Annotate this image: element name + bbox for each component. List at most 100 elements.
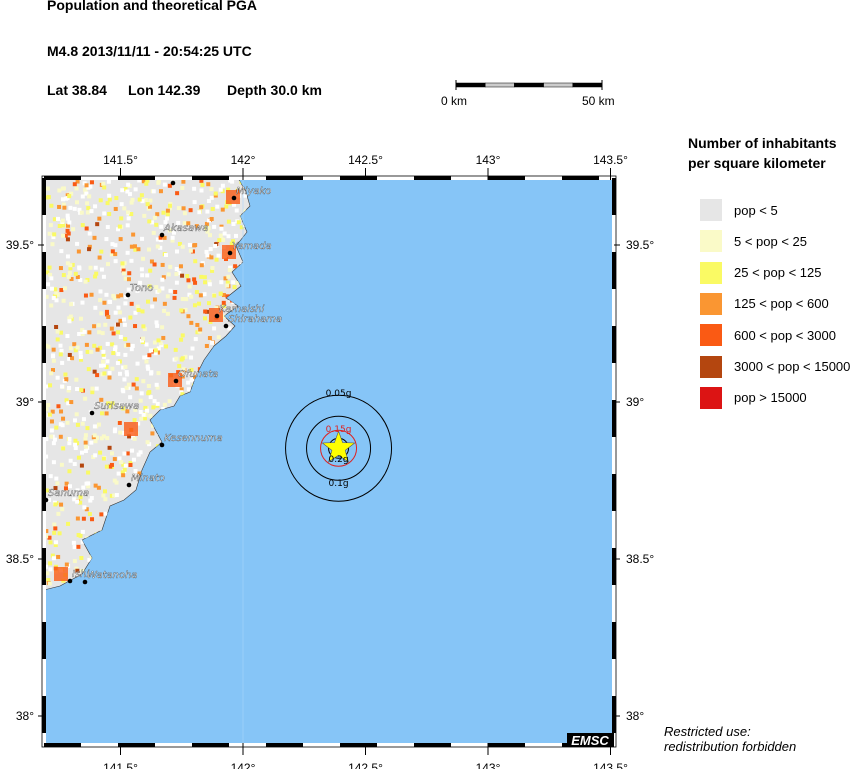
pga-contour — [320, 429, 358, 467]
population-cell — [48, 383, 53, 388]
population-cell — [168, 264, 173, 269]
population-cell — [99, 249, 104, 254]
population-cell — [80, 331, 85, 336]
population-cell — [102, 300, 107, 305]
population-cell — [68, 266, 73, 271]
population-cell — [185, 274, 190, 279]
event-lon: Lon 142.39 — [128, 82, 201, 98]
population-cell — [181, 179, 186, 184]
population-cell — [80, 568, 85, 573]
population-cell — [75, 516, 80, 521]
population-cell — [50, 409, 55, 414]
population-cell — [151, 405, 156, 410]
population-cell — [65, 213, 70, 218]
population-cell — [102, 354, 107, 359]
population-cell — [44, 488, 49, 493]
population-cell — [134, 386, 139, 391]
population-cell — [49, 371, 54, 376]
population-cell — [98, 345, 103, 350]
population-cell — [78, 354, 83, 359]
population-cell — [130, 343, 135, 348]
population-cell — [72, 342, 77, 347]
population-cell — [107, 445, 112, 450]
population-cell — [126, 342, 131, 347]
population-cell — [153, 348, 158, 353]
population-cell — [78, 278, 83, 283]
population-cell — [44, 534, 49, 539]
population-cell — [180, 333, 185, 338]
population-cell — [44, 294, 49, 299]
population-cell — [79, 556, 84, 561]
population-cell — [101, 274, 106, 279]
population-cell — [101, 349, 106, 354]
population-cell — [102, 489, 107, 494]
population-cell — [107, 370, 112, 375]
population-cell — [83, 187, 88, 192]
population-cell — [140, 273, 145, 278]
population-cell — [213, 243, 218, 248]
population-cell — [151, 230, 156, 235]
city-label: Kesennuma — [164, 433, 223, 444]
population-cell — [75, 179, 80, 184]
population-cell — [122, 317, 127, 322]
population-cell — [218, 233, 223, 238]
population-cell — [83, 440, 88, 445]
population-cell — [53, 542, 58, 547]
population-cell — [55, 292, 60, 297]
population-cell — [89, 209, 94, 214]
population-cell — [146, 366, 151, 371]
legend-item: 25 < pop < 125 — [700, 261, 821, 284]
population-cell — [99, 397, 104, 402]
population-cell — [162, 402, 167, 407]
population-cell — [119, 460, 124, 465]
population-cell — [141, 324, 146, 329]
population-cell — [212, 326, 217, 331]
population-cell — [156, 371, 161, 376]
population-cell — [70, 262, 75, 267]
population-cell — [72, 418, 77, 423]
population-cell — [128, 395, 133, 400]
population-cell — [90, 517, 95, 522]
population-cell — [212, 224, 217, 229]
population-cell — [115, 322, 120, 327]
population-cell — [80, 328, 85, 333]
population-cell — [104, 464, 109, 469]
population-cell — [150, 431, 155, 436]
population-cell — [46, 403, 51, 408]
population-cell — [99, 267, 104, 272]
population-cell — [180, 392, 185, 397]
population-cell — [152, 215, 157, 220]
lon-tick-label: 141.5° — [103, 153, 138, 167]
population-cell — [182, 221, 187, 226]
population-cell — [162, 182, 167, 187]
population-cell — [44, 564, 49, 569]
population-cell — [65, 333, 70, 338]
population-cell — [208, 233, 213, 238]
population-cell — [213, 191, 218, 196]
population-cell — [161, 335, 166, 340]
population-cell — [205, 209, 210, 214]
population-cell — [88, 265, 93, 270]
population-cell — [155, 212, 160, 217]
population-cell — [49, 203, 54, 208]
population-cell — [64, 481, 69, 486]
population-cell — [54, 290, 59, 295]
population-cell — [48, 474, 53, 479]
population-cell — [156, 180, 161, 185]
population-cell — [54, 425, 59, 430]
population-cell — [113, 310, 118, 315]
population-cell — [113, 252, 118, 257]
population-cell — [177, 241, 182, 246]
population-cell — [59, 330, 64, 335]
population-cell — [102, 211, 107, 216]
population-cell — [110, 451, 115, 456]
city-label: Ishi — [72, 569, 89, 580]
population-cell — [51, 235, 56, 240]
population-cell — [62, 205, 67, 210]
population-cell — [133, 247, 138, 252]
population-cell — [80, 300, 85, 305]
legend-swatch — [700, 292, 722, 315]
population-cell — [125, 372, 130, 377]
population-cell — [58, 266, 63, 271]
population-cell — [198, 327, 203, 332]
